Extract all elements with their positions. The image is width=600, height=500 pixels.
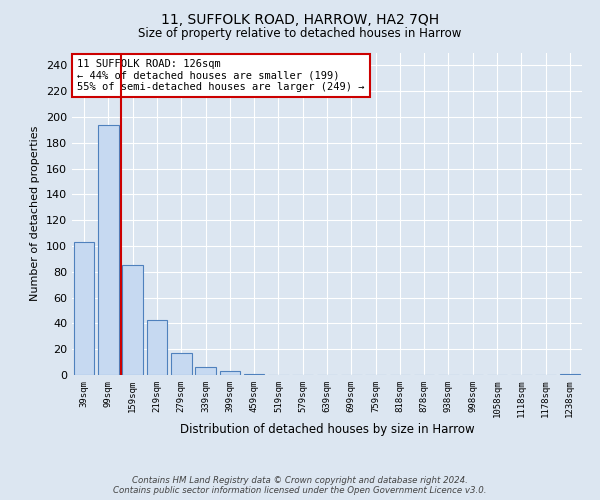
- Bar: [171, 353, 191, 375]
- Bar: [560, 374, 580, 375]
- Bar: [146, 320, 167, 375]
- Y-axis label: Number of detached properties: Number of detached properties: [31, 126, 40, 302]
- Bar: [195, 368, 216, 375]
- Text: 11, SUFFOLK ROAD, HARROW, HA2 7QH: 11, SUFFOLK ROAD, HARROW, HA2 7QH: [161, 12, 439, 26]
- Bar: [122, 266, 143, 375]
- Text: 11 SUFFOLK ROAD: 126sqm
← 44% of detached houses are smaller (199)
55% of semi-d: 11 SUFFOLK ROAD: 126sqm ← 44% of detache…: [77, 59, 365, 92]
- Text: Contains HM Land Registry data © Crown copyright and database right 2024.
Contai: Contains HM Land Registry data © Crown c…: [113, 476, 487, 495]
- Bar: [74, 242, 94, 375]
- Bar: [220, 371, 240, 375]
- Bar: [244, 374, 265, 375]
- Text: Size of property relative to detached houses in Harrow: Size of property relative to detached ho…: [139, 28, 461, 40]
- Bar: [98, 124, 119, 375]
- X-axis label: Distribution of detached houses by size in Harrow: Distribution of detached houses by size …: [179, 423, 475, 436]
